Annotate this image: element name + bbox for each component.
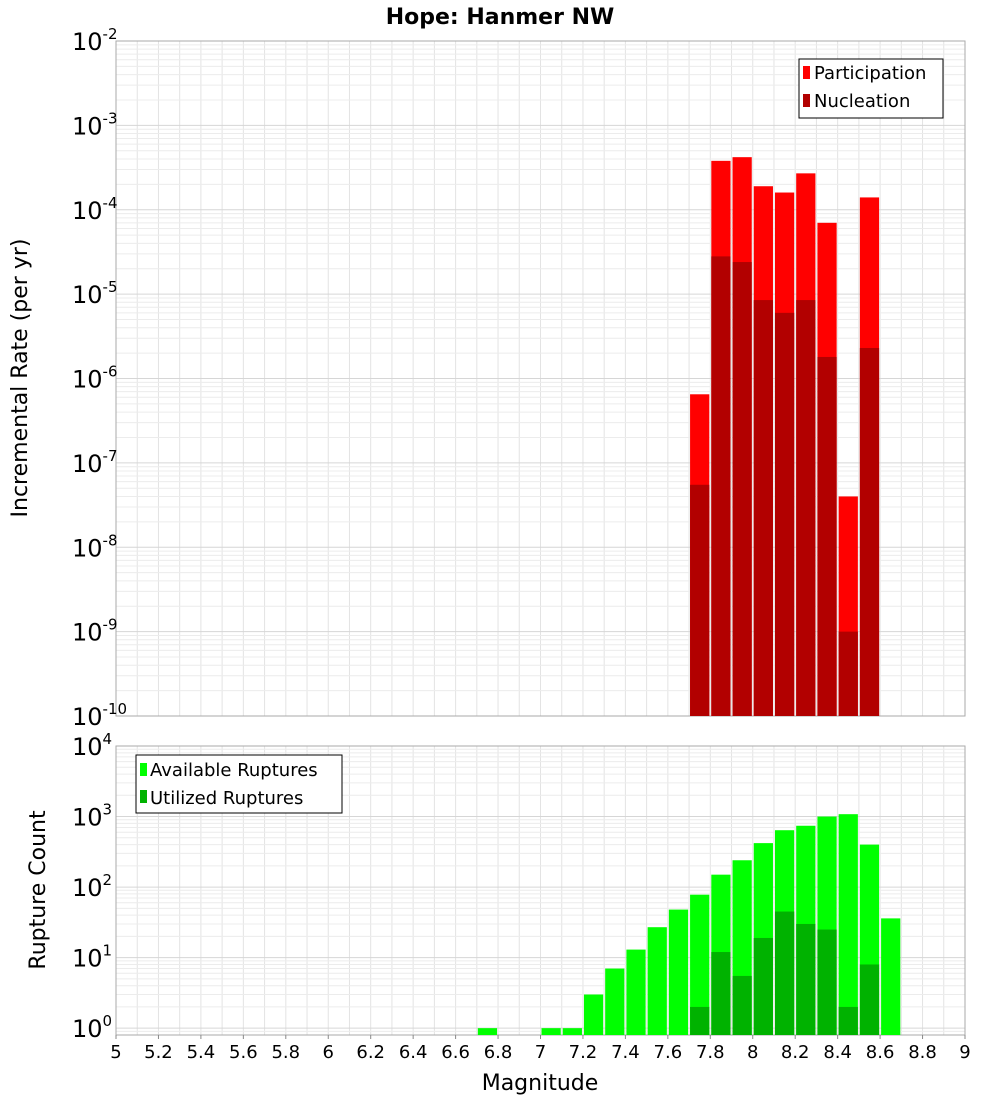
top-y-tick-label: 10-10: [72, 700, 127, 731]
top-y-tick-label: 10-5: [72, 278, 118, 309]
bottom-bar-available-ruptures: [541, 1028, 561, 1035]
x-axis-title: Magnitude: [482, 1071, 599, 1096]
bottom-bar-utilized-ruptures: [774, 911, 795, 1035]
x-tick-label: 8.4: [823, 1042, 852, 1063]
legend-label-utilized: Utilized Ruptures: [150, 788, 303, 809]
top-y-tick-label: 10-6: [72, 363, 118, 394]
x-tick-label: 5.8: [271, 1042, 300, 1063]
x-tick-label: 6.8: [484, 1042, 513, 1063]
bottom-bar-available-ruptures: [838, 814, 858, 1035]
bottom-bar-available-ruptures: [477, 1028, 498, 1035]
bottom-bar-available-ruptures: [605, 968, 625, 1035]
x-tick-label: 5.4: [187, 1042, 216, 1063]
top-y-tick-label: 10-3: [72, 109, 118, 140]
top-plot-frame: [115, 40, 966, 717]
bottom-bar-available-ruptures: [881, 918, 901, 1035]
x-tick-labels: 5 5.2 5.4 5.6 5.8 6 6.2 6.4 6.6 6.8 7 7.2 7.4 7.6 7.8 8…: [110, 1035, 971, 1063]
legend-swatch-participation: [803, 66, 810, 79]
top-bar-nucleation: [774, 312, 795, 716]
bottom-y-tick-label: 100: [72, 1012, 112, 1043]
x-tick-label: 7.6: [654, 1042, 683, 1063]
bottom-bars: [477, 814, 901, 1035]
bottom-y-axis-title: Rupture Count: [26, 810, 51, 970]
x-tick-label: 9: [959, 1042, 970, 1063]
top-bar-nucleation: [711, 256, 731, 716]
x-tick-label: 7.2: [569, 1042, 598, 1063]
top-bar-nucleation: [838, 631, 858, 716]
x-tick-label: 6.6: [441, 1042, 470, 1063]
bottom-bar-utilized-ruptures: [838, 1006, 858, 1035]
top-y-axis-title: Incremental Rate (per yr): [8, 239, 33, 518]
top-bar-nucleation: [690, 484, 710, 716]
bottom-y-tick-label: 101: [72, 942, 112, 973]
x-tick-label: 8: [747, 1042, 758, 1063]
top-y-tick-labels: 10-10 10-9 10-8 10-7 10-6 10-5 10-4 10-3 10-2: [72, 25, 127, 731]
bottom-bar-utilized-ruptures: [796, 923, 816, 1035]
top-bar-nucleation: [859, 347, 880, 716]
bottom-bar-utilized-ruptures: [859, 964, 880, 1035]
x-tick-label: 5.2: [144, 1042, 173, 1063]
top-legend: Participation Nucleation: [798, 58, 944, 119]
x-tick-label: 5: [110, 1042, 121, 1063]
x-tick-label: 8.2: [781, 1042, 810, 1063]
bottom-bar-available-ruptures: [562, 1028, 582, 1035]
bottom-legend: Available Ruptures Utilized Ruptures: [135, 754, 343, 814]
x-tick-label: 6.2: [356, 1042, 385, 1063]
top-y-tick-label: 10-2: [72, 25, 118, 56]
bottom-bar-utilized-ruptures: [690, 1006, 710, 1035]
legend-swatch-nucleation: [803, 94, 810, 107]
bottom-y-tick-label: 102: [72, 871, 112, 902]
bottom-bar-available-ruptures: [690, 894, 710, 1035]
bottom-bar-utilized-ruptures: [817, 929, 837, 1035]
top-bar-nucleation: [732, 262, 752, 716]
bottom-bar-utilized-ruptures: [732, 975, 752, 1035]
top-y-tick-label: 10-7: [72, 447, 118, 478]
bottom-bar-utilized-ruptures: [753, 937, 773, 1035]
top-y-tick-label: 10-9: [72, 616, 118, 647]
legend-label-participation: Participation: [814, 63, 926, 84]
top-y-tick-label: 10-4: [72, 194, 118, 225]
x-tick-label: 7.8: [696, 1042, 725, 1063]
bottom-bar-utilized-ruptures: [711, 952, 731, 1035]
bottom-y-tick-label: 103: [72, 801, 112, 832]
x-tick-label: 8.6: [866, 1042, 895, 1063]
top-bar-nucleation: [817, 356, 837, 716]
bottom-bar-available-ruptures: [647, 927, 667, 1035]
top-bar-nucleation: [796, 300, 816, 716]
x-tick-label: 8.8: [908, 1042, 937, 1063]
bottom-legend-box: [135, 754, 343, 814]
bottom-bar-available-ruptures: [583, 994, 604, 1035]
bottom-bar-available-ruptures: [668, 909, 689, 1035]
bottom-y-tick-labels: 100 101 102 103 104: [72, 730, 112, 1043]
x-tick-label: 7: [535, 1042, 546, 1063]
bottom-y-tick-label: 104: [72, 730, 112, 761]
legend-label-available: Available Ruptures: [150, 760, 318, 781]
x-tick-label: 7.4: [611, 1042, 640, 1063]
x-tick-label: 6: [323, 1042, 334, 1063]
legend-label-nucleation: Nucleation: [814, 91, 910, 112]
chart-title: Hope: Hanmer NW: [386, 5, 615, 30]
bottom-bar-available-ruptures: [626, 949, 646, 1035]
legend-swatch-available: [140, 763, 147, 776]
x-tick-label: 5.6: [229, 1042, 258, 1063]
top-y-tick-label: 10-8: [72, 531, 118, 562]
top-legend-box: [798, 58, 944, 119]
legend-swatch-utilized: [140, 790, 147, 803]
top-grid: [115, 41, 966, 717]
top-bar-nucleation: [753, 300, 773, 716]
top-bars: [690, 157, 880, 717]
x-tick-label: 6.4: [399, 1042, 428, 1063]
